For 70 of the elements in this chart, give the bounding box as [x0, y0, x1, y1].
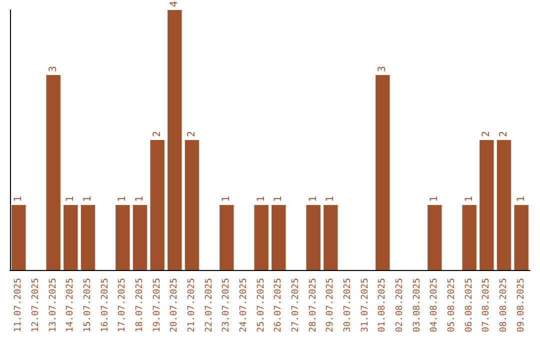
bar	[64, 205, 78, 270]
x-tick-label: 24.07.2025	[239, 278, 249, 332]
data-label: 1	[308, 196, 319, 202]
bar	[514, 205, 528, 270]
x-tick-label: 01.08.2025	[378, 278, 388, 332]
data-label: 2	[481, 130, 492, 137]
x-tick-label: 27.07.2025	[291, 278, 301, 332]
bar	[116, 205, 130, 270]
bar	[480, 140, 494, 270]
x-tick-label: 23.07.2025	[222, 278, 232, 332]
data-label: 3	[48, 66, 59, 72]
x-tick-label: 30.07.2025	[343, 278, 353, 332]
data-label: 1	[82, 196, 94, 202]
x-tick-label: 08.08.2025	[499, 278, 509, 332]
data-label: 1	[516, 196, 527, 202]
data-label: 1	[134, 196, 146, 202]
data-label: 1	[325, 196, 336, 202]
x-tick-label: 18.07.2025	[135, 278, 145, 332]
data-label: 1	[273, 196, 284, 202]
bar	[306, 205, 320, 270]
x-tick-label: 03.08.2025	[412, 278, 422, 332]
x-tick-label: 04.08.2025	[430, 278, 440, 332]
x-tick-label: 29.07.2025	[326, 278, 336, 332]
data-label: 2	[498, 130, 510, 137]
x-tick-label: 14.07.2025	[66, 278, 76, 332]
data-label: 1	[65, 196, 76, 202]
data-label: 1	[429, 196, 440, 202]
bar	[220, 205, 234, 270]
x-tick-label: 20.07.2025	[170, 278, 180, 332]
x-tick-label: 31.07.2025	[360, 278, 370, 332]
data-label: 2	[186, 130, 198, 137]
bar	[462, 205, 476, 270]
bar	[80, 205, 96, 270]
data-label: 1	[256, 196, 267, 202]
x-tick-label: 05.08.2025	[447, 278, 457, 332]
data-label: 4	[169, 0, 180, 7]
x-tick-label: 21.07.2025	[187, 278, 197, 332]
bar	[496, 140, 512, 270]
x-tick-label: 07.08.2025	[482, 278, 492, 332]
bar	[46, 75, 60, 270]
data-label: 1	[464, 196, 475, 202]
bar	[376, 75, 390, 270]
x-tick-label: 28.07.2025	[308, 278, 318, 332]
data-label: 2	[152, 130, 163, 137]
x-tick-label: 25.07.2025	[256, 278, 266, 332]
x-tick-label: 22.07.2025	[204, 278, 214, 332]
x-tick-label: 26.07.2025	[274, 278, 284, 332]
data-label: 1	[221, 196, 232, 202]
x-tick-label: 09.08.2025	[516, 278, 526, 332]
bar	[254, 205, 268, 270]
bar	[168, 10, 182, 270]
x-tick-label: 15.07.2025	[83, 278, 93, 332]
bar	[12, 205, 26, 270]
x-tick-label: 06.08.2025	[464, 278, 474, 332]
data-label: 3	[377, 66, 388, 72]
x-tick-label: 02.08.2025	[395, 278, 405, 332]
bar	[132, 205, 148, 270]
bar	[324, 205, 338, 270]
x-tick-label: 12.07.2025	[31, 278, 41, 332]
x-tick-label: 17.07.2025	[118, 278, 128, 332]
data-label: 1	[117, 196, 128, 202]
x-tick-label: 13.07.2025	[48, 278, 58, 332]
x-tick-label: 19.07.2025	[152, 278, 162, 332]
data-label: 1	[13, 196, 24, 202]
bar	[184, 140, 200, 270]
bar	[150, 140, 164, 270]
bar	[272, 205, 286, 270]
x-tick-label: 11.07.2025	[14, 278, 24, 332]
bar	[428, 205, 442, 270]
x-tick-label: 16.07.2025	[100, 278, 110, 332]
